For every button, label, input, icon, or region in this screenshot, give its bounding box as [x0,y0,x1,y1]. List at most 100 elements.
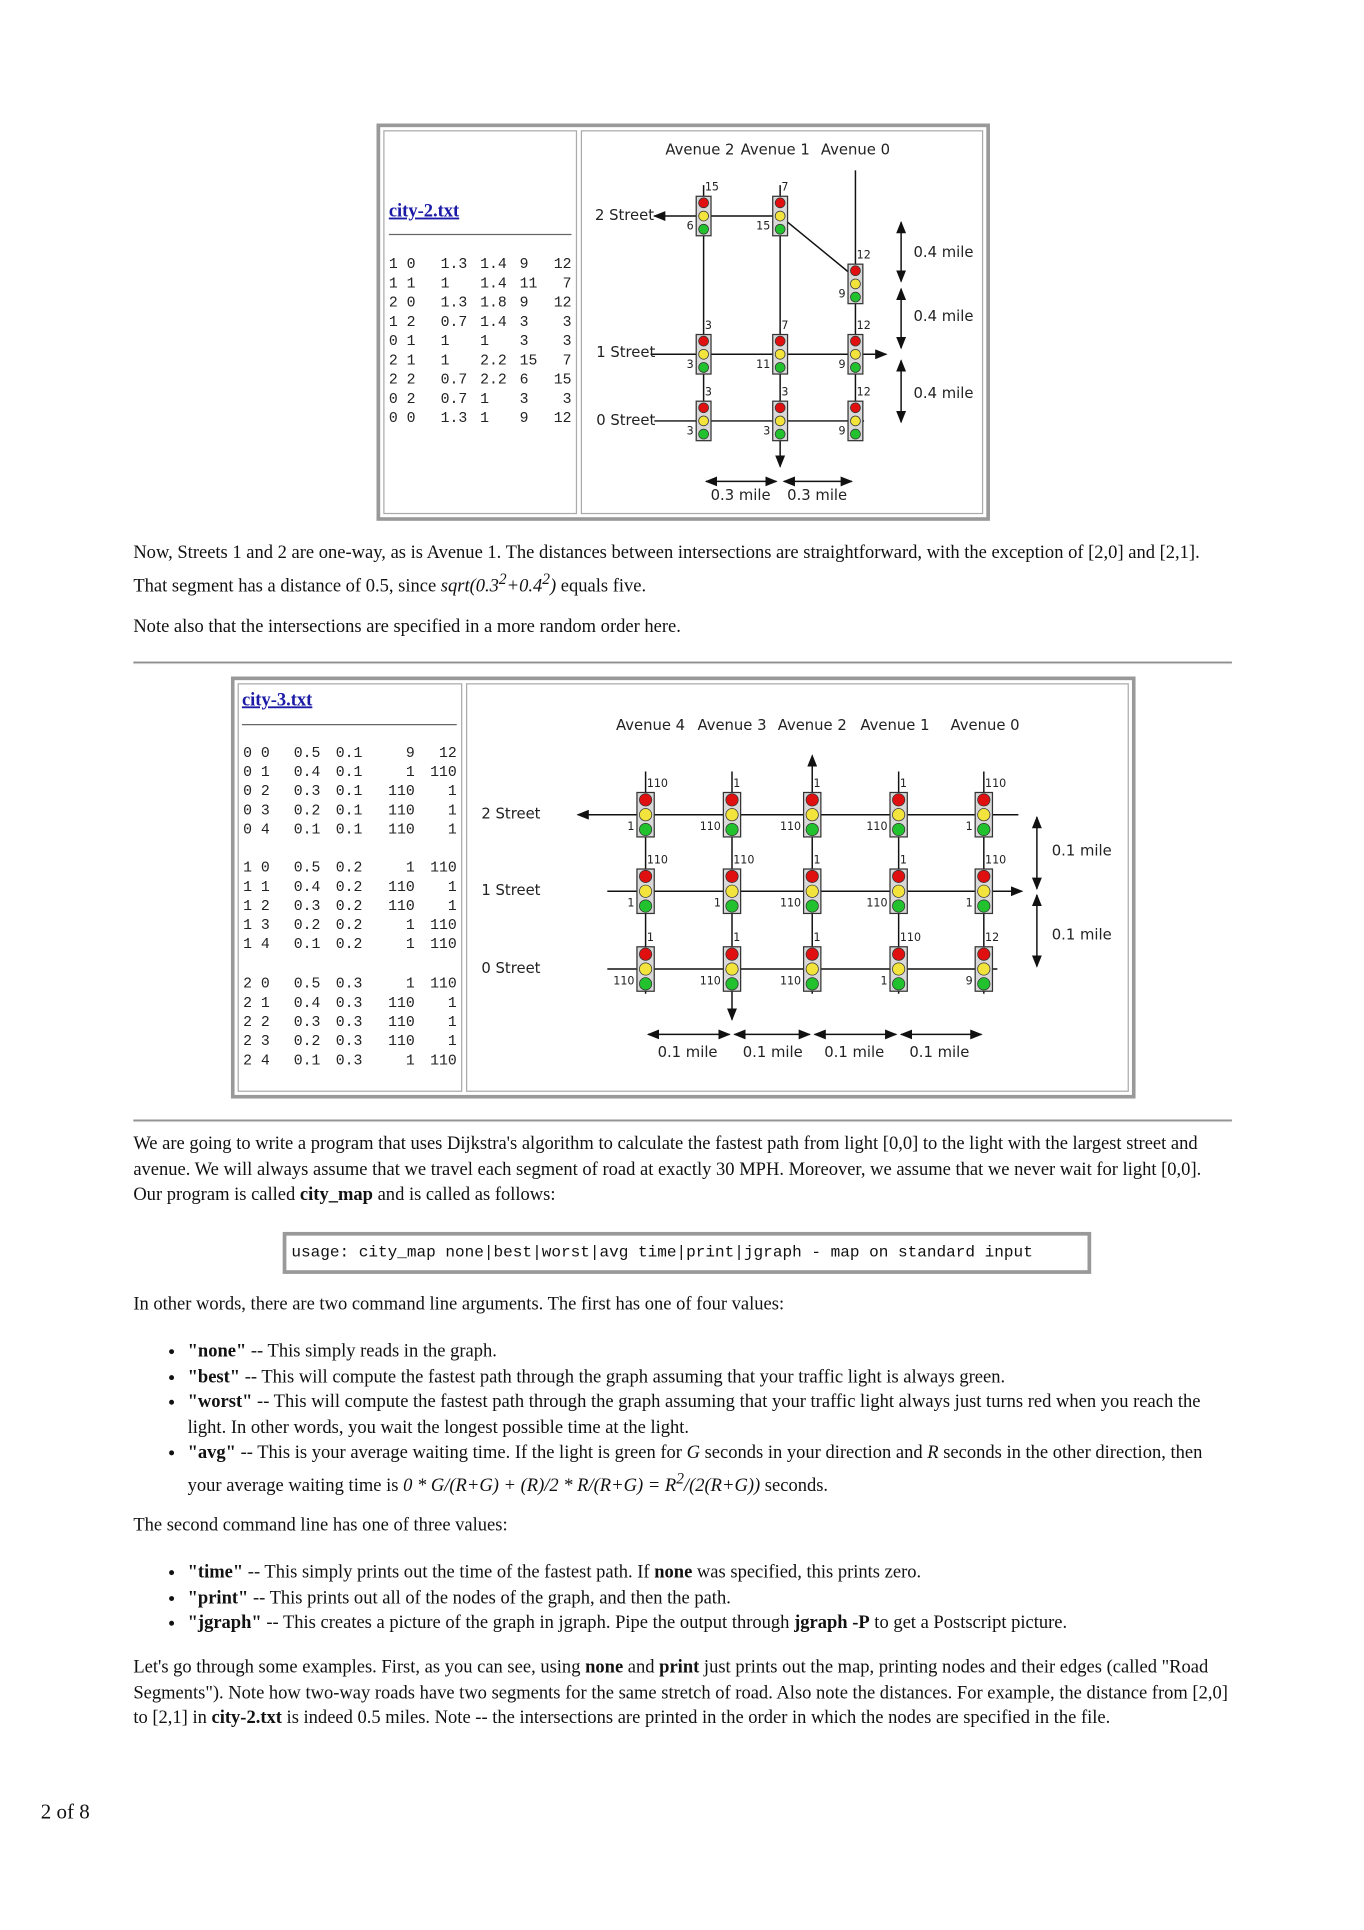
lamp [805,869,819,883]
file-cell: 1 [441,334,450,350]
file-cell: 1 2 [389,315,416,331]
file-cell: 0.2 [336,918,363,934]
light-time: 3 [705,319,712,332]
lamp [892,793,906,807]
file-cell: 0.2 [294,1034,321,1050]
file-cell: 110 [388,996,415,1012]
file-panel [383,130,578,515]
file-cell: 1 2 [243,899,270,915]
list-item: "none" -- This simply reads in the graph… [188,1339,1235,1364]
file-panel [237,683,463,1092]
file-cell: 110 [388,1015,415,1031]
file-cell: 0.4 [294,765,321,781]
file-cell: 0.3 [336,977,363,993]
light-time: 3 [687,358,694,371]
file-cell: 0 2 [389,392,416,408]
light-time: 7 [781,319,788,332]
lamp [698,402,709,414]
lamp [725,947,739,961]
text-run: "best" [187,1367,241,1387]
avenue-label: Avenue 4 [616,717,685,734]
light-time: 1 [627,820,634,833]
figure-city-3: city-3.txt 0 0 0.5 0.1 9 12 0 1 0.4 0.1 1 110 0 2 0.… [230,676,1136,1099]
file-link[interactable]: city-2.txt [389,202,460,222]
lamp [977,899,991,913]
text-run: Let's go through some examples. First, a… [133,1657,586,1678]
file-link[interactable]: city-3.txt [242,690,313,710]
street-label: 2 Street [481,806,540,823]
file-cell: 1 [406,861,415,877]
lamp [850,362,861,373]
street-label: 0 Street [481,960,540,977]
light-time: 110 [700,974,721,987]
text-run: /(2(R+G)) [683,1475,761,1496]
file-cell: 110 [388,880,415,896]
file-cell: 1.8 [480,296,507,312]
file-cell: 0.1 [336,822,363,838]
lamp [850,265,861,277]
file-cell: 12 [554,296,572,312]
light-time: 3 [763,425,770,438]
file-cell: 110 [430,977,457,993]
text-run: "none" [187,1341,247,1362]
file-cell: 2 0 [243,977,270,993]
distance-label: 0.1 mile [743,1044,803,1061]
file-cell: 1 [448,1015,457,1031]
street-label: 2 Street [595,207,654,224]
lamp [774,415,786,427]
light-time: 110 [647,777,668,790]
file-cell: 3 [520,392,529,408]
list-item: "print" -- This prints out all of the no… [188,1586,1235,1611]
file-cell: 2 3 [243,1034,270,1050]
light-time: 110 [733,853,754,866]
lamp [977,977,991,991]
lamp [698,210,709,222]
bullet-list: "time" -- This simply prints out the tim… [133,1560,1234,1636]
file-cell: 110 [430,861,457,877]
lamp [805,977,819,991]
lamp [774,197,786,209]
file-cell: 0.7 [441,373,468,389]
file-cell: 1 1 [243,880,270,896]
file-cell: 9 [520,296,529,312]
file-cell: 2.2 [480,353,507,369]
file-cell: 1 [448,899,457,915]
avenue-label: Avenue 0 [821,142,890,159]
light-time: 1 [733,931,740,944]
lamp [850,402,861,414]
file-cell: 0 4 [243,822,270,838]
lamp [774,335,786,347]
file-cell: 7 [563,276,572,292]
light-time: 1 [966,820,973,833]
light-time: 1 [813,853,820,866]
light-time: 110 [700,820,721,833]
lamp [639,808,653,822]
list: "none" -- This simply reads in the graph… [133,1339,1234,1498]
distance-label: 0.3 mile [711,487,771,504]
light-time: 110 [900,931,921,944]
lamp [850,291,861,303]
lamp [725,962,739,976]
file-cell: 7 [563,353,572,369]
file-cell: 0.1 [294,822,321,838]
light-time: 9 [839,425,846,438]
file-cell: 0.1 [336,765,363,781]
lamp [698,415,709,427]
list-item: "time" -- This simply prints out the tim… [188,1560,1235,1585]
file-cell: 0.1 [336,746,363,762]
file-cell: 1 [448,822,457,838]
text-run: just prints out the map, printing nodes … [133,1657,1228,1729]
file-cell: 0.5 [294,861,321,877]
file-cell: 0 3 [243,803,270,819]
divider [133,661,1232,665]
text-run: and [623,1657,660,1678]
light-time: 110 [866,820,887,833]
light-time: 12 [857,249,871,262]
file-cell: 1 [480,334,489,350]
lamp [774,362,786,373]
text-run: -- This will compute the fastest path th… [240,1367,1006,1387]
light-time: 110 [985,853,1006,866]
lamp [892,977,906,991]
file-cell: 0.3 [336,1015,363,1031]
